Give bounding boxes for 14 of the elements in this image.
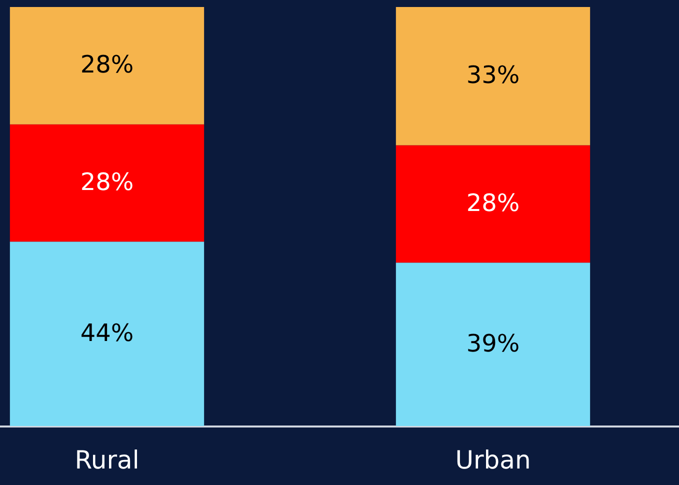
data-label: 28% xyxy=(80,168,134,196)
bar xyxy=(10,7,204,124)
bar xyxy=(396,262,590,426)
bar xyxy=(10,242,204,426)
bar xyxy=(396,7,590,146)
x-tick-label: Urban xyxy=(455,446,531,474)
data-label: 39% xyxy=(466,329,520,358)
x-tick-label: Rural xyxy=(74,446,140,474)
bar xyxy=(10,124,204,242)
data-label: 28% xyxy=(466,188,520,217)
data-label: 33% xyxy=(466,61,520,90)
data-label: 28% xyxy=(80,50,134,79)
bar xyxy=(396,145,590,263)
data-label: 44% xyxy=(80,318,134,347)
